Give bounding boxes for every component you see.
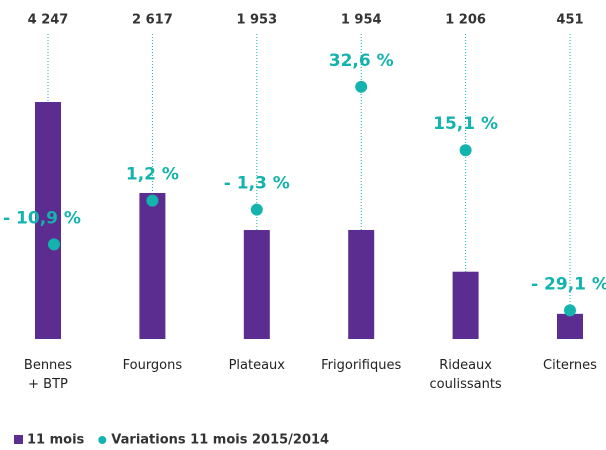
variation-label: - 1,3 % <box>224 174 290 194</box>
bar <box>35 102 61 340</box>
variation-dot <box>459 144 472 157</box>
category-label: Rideaux coulissants <box>429 358 502 392</box>
variation-label: 1,2 % <box>126 165 179 185</box>
legend-swatch <box>98 436 107 444</box>
bar-value-label: 1 206 <box>445 13 486 28</box>
bar-value-label: 451 <box>556 13 583 28</box>
variation-label: 32,6 % <box>329 51 394 71</box>
bar <box>452 271 479 339</box>
variation-dot <box>146 194 159 207</box>
legend-label: 11 mois <box>27 433 85 448</box>
bar <box>348 229 375 339</box>
variation-dot <box>48 238 60 251</box>
variation-label: - 29,1 % <box>531 274 606 294</box>
bar-value-label: 1 954 <box>341 13 382 28</box>
category-label: Citernes <box>543 358 597 373</box>
variation-label: - 10,9 % <box>3 208 81 228</box>
legend-label: Variations 11 mois 2015/2014 <box>111 433 329 448</box>
variation-dot <box>355 80 368 93</box>
category-label: Fourgons <box>122 358 183 373</box>
bar-value-label: 2 617 <box>132 13 173 28</box>
category-label: Frigorifiques <box>321 358 402 373</box>
variation-dot <box>564 304 576 317</box>
bar <box>557 313 583 339</box>
bar-value-label: 1 953 <box>236 13 277 28</box>
variation-dot <box>250 203 263 216</box>
legend-swatch <box>14 435 23 444</box>
category-label: Plateaux <box>228 358 285 373</box>
bar <box>139 192 166 339</box>
category-label: Bennes + BTP <box>23 358 73 392</box>
variation-label: 15,1 % <box>433 114 498 134</box>
bar <box>243 230 270 339</box>
bar-value-label: 4 247 <box>28 13 69 28</box>
